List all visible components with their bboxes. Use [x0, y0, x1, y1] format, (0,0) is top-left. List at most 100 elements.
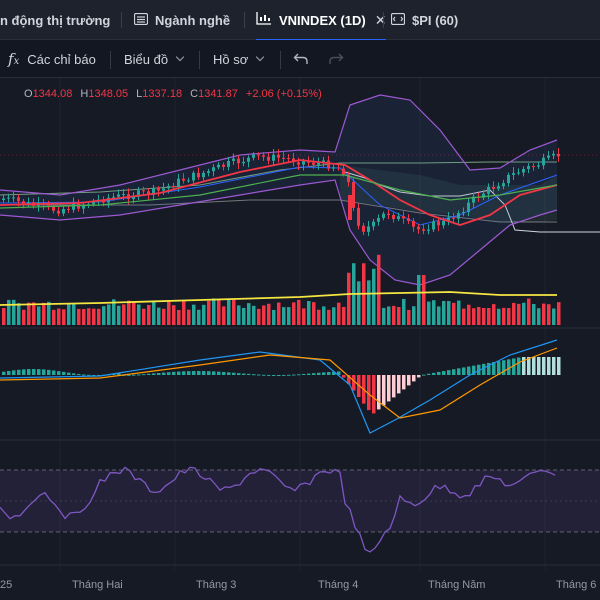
candle-body	[407, 218, 410, 221]
macd-histogram-bar	[57, 371, 61, 375]
volume-bar	[102, 306, 106, 325]
x-axis-label: Tháng 3	[196, 579, 236, 591]
candle-body	[102, 199, 105, 203]
volume-bar	[502, 307, 506, 325]
chart-canvas[interactable]: 25 Tháng Hai Tháng 3 Tháng 4 Tháng Năm Tháng …	[0, 78, 600, 600]
macd-histogram-bar	[207, 371, 211, 375]
volume-bar	[237, 305, 241, 325]
candle-body	[442, 220, 445, 226]
volume-bar	[472, 308, 476, 325]
volume-bar	[387, 306, 391, 325]
candle-body	[427, 229, 430, 231]
tab-script-pi[interactable]: $PI (60)	[390, 0, 458, 40]
profile-label: Hồ sơ	[213, 51, 249, 67]
macd-histogram-bar	[82, 374, 86, 376]
volume-bar	[412, 306, 416, 325]
macd-histogram-bar	[157, 373, 161, 375]
volume-bar	[212, 298, 216, 325]
volume-bar	[552, 308, 556, 325]
tab-vnindex[interactable]: VNINDEX (1D) ✕	[256, 0, 387, 41]
macd-histogram-bar	[277, 374, 281, 376]
volume-bar	[517, 303, 521, 325]
volume-bar	[307, 301, 311, 325]
macd-histogram-bar	[232, 372, 236, 375]
candle-body	[357, 207, 360, 226]
macd-histogram-bar	[2, 371, 6, 375]
tab-market-movement[interactable]: n động thị trường	[0, 0, 110, 40]
macd-histogram-bar	[482, 363, 486, 375]
candle-body	[532, 166, 535, 168]
x-axis-label: Tháng Năm	[428, 579, 485, 591]
high-value: 1348.05	[88, 88, 129, 100]
macd-histogram-bar	[327, 372, 331, 375]
chevron-down-icon	[175, 52, 185, 62]
macd-histogram-bar	[382, 375, 386, 406]
redo-icon[interactable]	[328, 40, 344, 78]
macd-histogram-bar	[557, 357, 561, 375]
candle-body	[287, 157, 290, 159]
candle-body	[362, 225, 365, 232]
macd-histogram-bar	[282, 374, 286, 376]
volume-bar	[2, 307, 6, 325]
macd-histogram-bar	[182, 371, 186, 375]
macd-histogram-bar	[12, 370, 16, 375]
code-icon	[390, 12, 406, 28]
volume-bar	[182, 301, 186, 325]
macd-histogram-bar	[222, 371, 226, 375]
volume-bar	[537, 308, 541, 325]
tab-industries[interactable]: Ngành nghề	[133, 0, 230, 40]
macd-histogram-bar	[267, 374, 271, 376]
macd-histogram-bar	[542, 357, 546, 375]
macd-histogram-bar	[412, 375, 416, 382]
candle-body	[342, 168, 345, 175]
candle-body	[297, 162, 300, 165]
candle-body	[522, 169, 525, 173]
candle-body	[347, 174, 350, 182]
volume-bar	[192, 304, 196, 325]
volume-bar	[87, 308, 91, 325]
candle-body	[142, 190, 145, 192]
volume-bar	[272, 309, 276, 325]
macd-histogram-bar	[67, 372, 71, 375]
candle-body	[117, 194, 120, 197]
macd-histogram-bar	[332, 371, 336, 375]
volume-bar	[467, 304, 471, 325]
candle-body	[197, 172, 200, 178]
profile-dropdown[interactable]: Hồ sơ	[213, 40, 265, 78]
undo-icon[interactable]	[293, 40, 309, 78]
volume-bar	[302, 308, 306, 325]
volume-bar	[247, 303, 251, 325]
volume-bar	[367, 280, 371, 325]
indicators-button[interactable]: fx Các chỉ báo	[8, 40, 96, 78]
volume-bar	[32, 302, 36, 325]
volume-bar	[397, 307, 401, 325]
candle-body	[348, 195, 352, 220]
volume-bar	[207, 300, 211, 325]
macd-histogram-bar	[147, 373, 151, 375]
candle-body	[72, 203, 75, 210]
candle-body	[327, 160, 330, 169]
macd-histogram-bar	[437, 371, 441, 375]
volume-bar	[392, 305, 396, 325]
high-key: H	[80, 88, 89, 100]
ichimoku-span-b	[0, 199, 557, 223]
macd-histogram-bar	[377, 375, 381, 410]
candle-body	[57, 210, 60, 214]
close-icon[interactable]: ✕	[374, 11, 387, 28]
candle-body	[332, 167, 335, 169]
candle-body	[267, 156, 270, 161]
chart-type-dropdown[interactable]: Biểu đồ	[124, 40, 185, 78]
candle-body	[317, 162, 320, 165]
macd-histogram-bar	[52, 370, 56, 375]
candle-body	[137, 190, 140, 197]
macd-histogram-bar	[257, 374, 261, 376]
macd-histogram-bar	[177, 371, 181, 375]
toolbar-divider	[280, 51, 281, 69]
macd-histogram-bar	[517, 357, 521, 375]
macd-histogram-bar	[77, 373, 81, 375]
candles-icon	[256, 12, 272, 28]
macd-histogram-bar	[217, 371, 221, 375]
candle-body	[217, 164, 220, 168]
volume-bar	[122, 304, 126, 325]
candle-body	[447, 217, 450, 221]
